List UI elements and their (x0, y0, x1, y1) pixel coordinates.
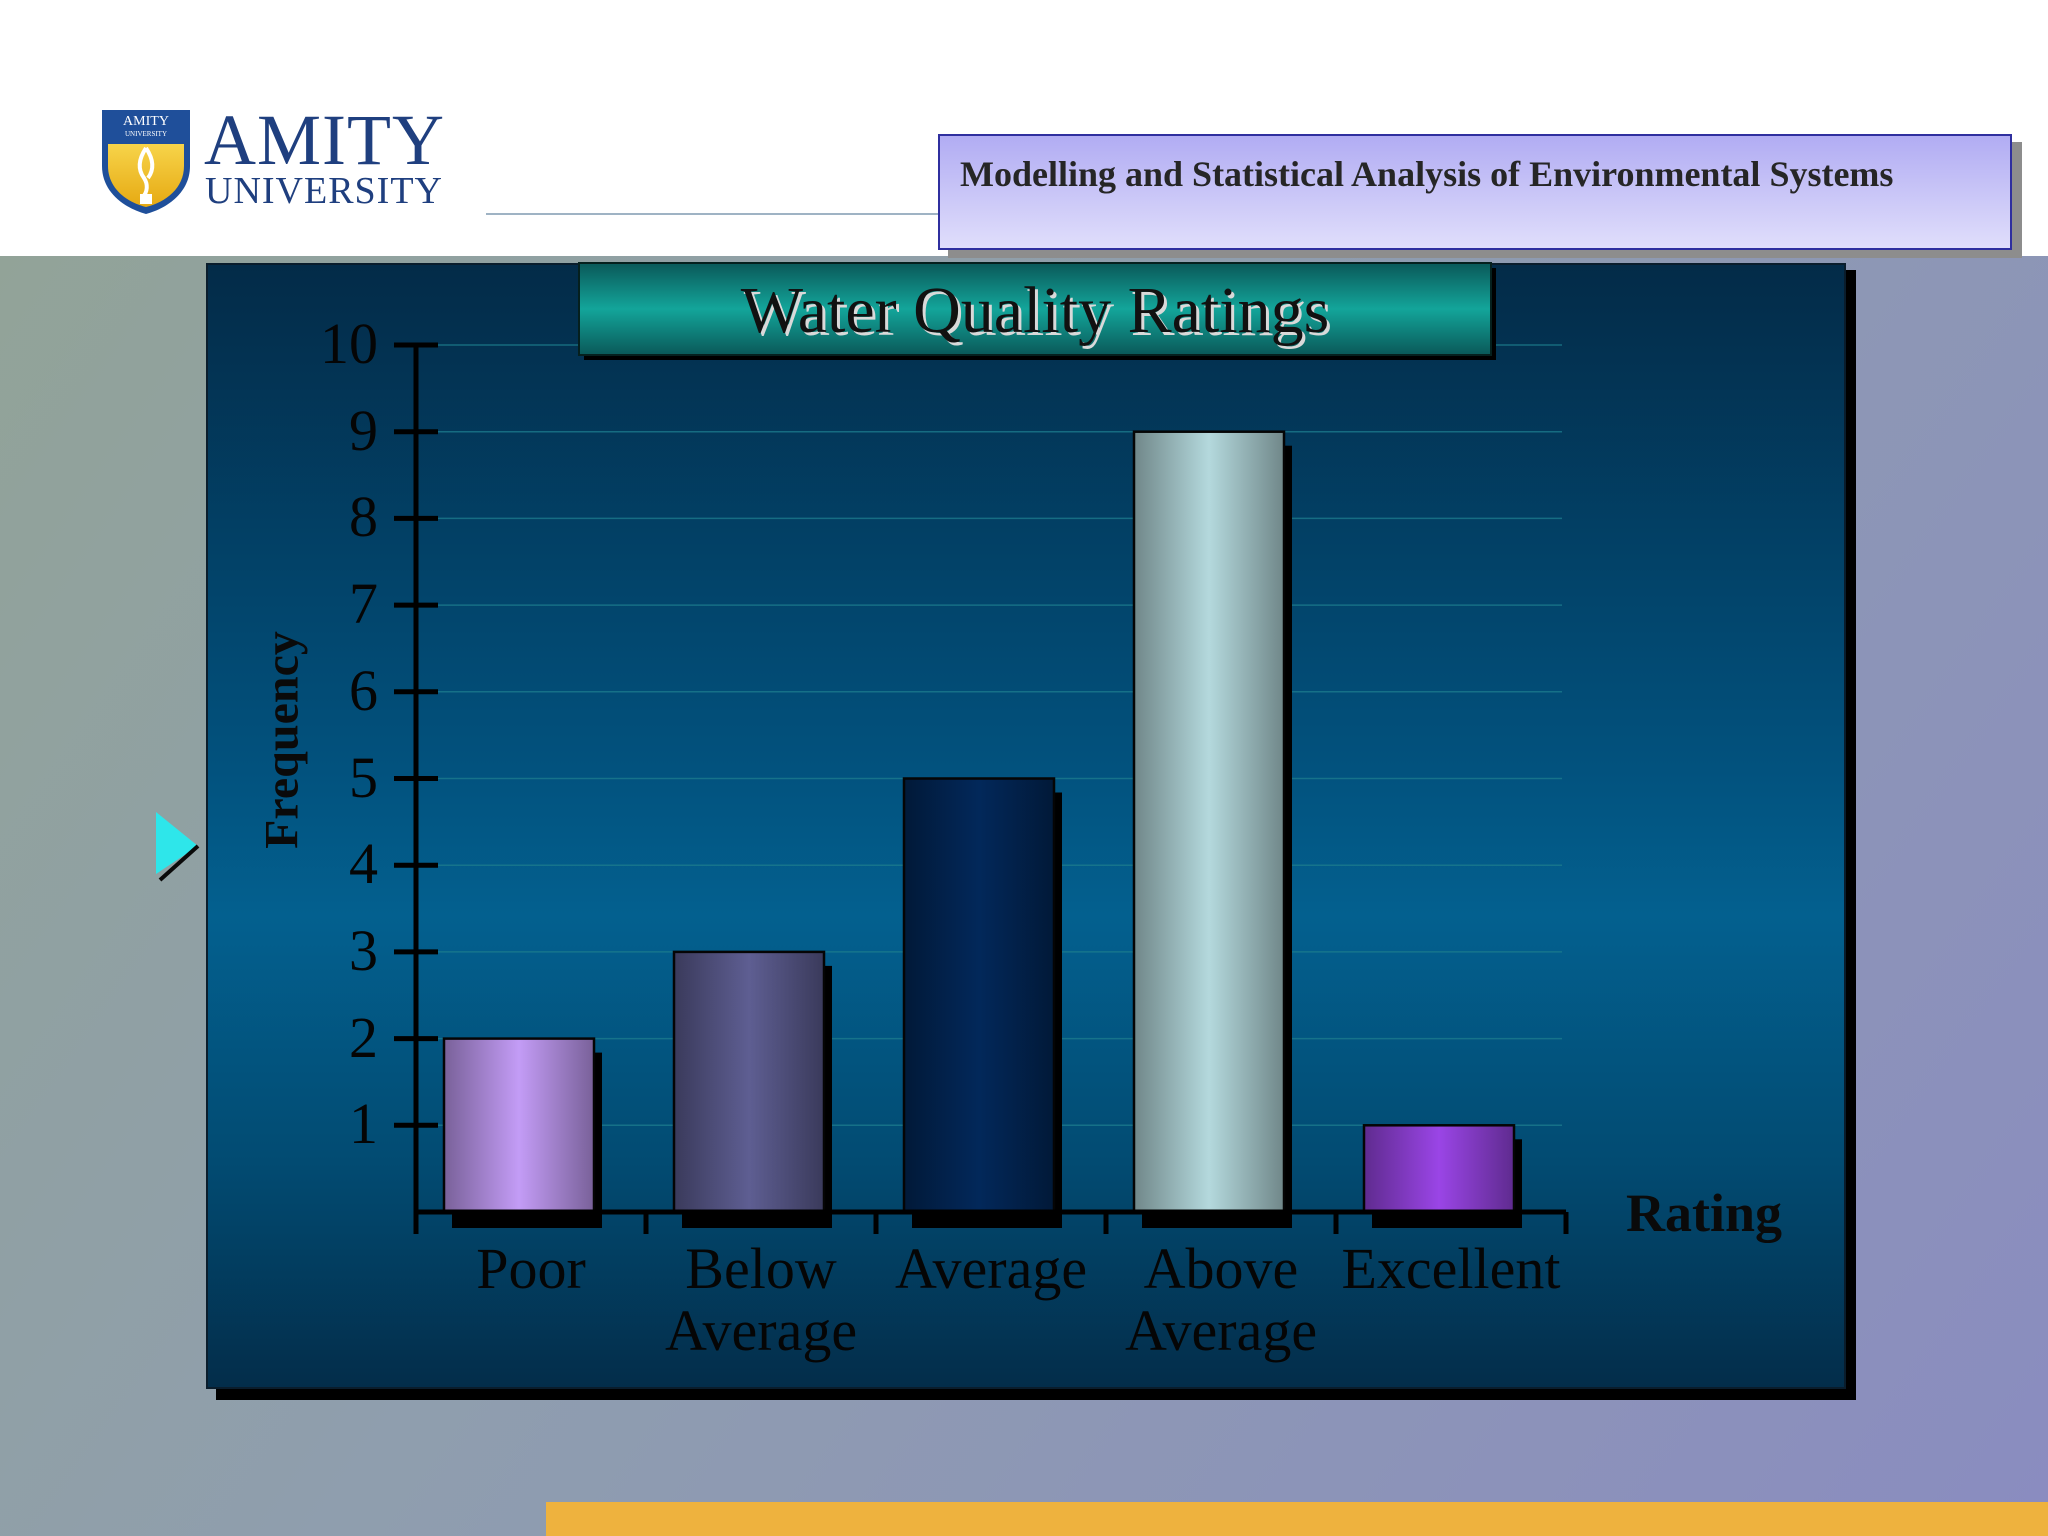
bar-average (902, 777, 1056, 1214)
svg-text:UNIVERSITY: UNIVERSITY (125, 130, 167, 138)
logo-text-university: UNIVERSITY (205, 170, 443, 212)
slide-header: AMITY UNIVERSITY AMITY UNIVERSITY Modell… (0, 0, 2048, 256)
y-tick-label: 1 (349, 1091, 378, 1157)
bar-below-average (672, 950, 826, 1214)
y-tick-label: 7 (349, 571, 378, 637)
y-tick-label: 8 (349, 484, 378, 550)
bar-poor (442, 1037, 596, 1214)
y-tick-label: 5 (349, 744, 378, 810)
x-tick-label: Below Average (664, 1236, 858, 1363)
shield-icon: AMITY UNIVERSITY (102, 110, 190, 214)
x-tick-label: Poor (476, 1236, 586, 1301)
y-tick-label: 2 (349, 1004, 378, 1070)
course-title-box: Modelling and Statistical Analysis of En… (938, 134, 2012, 250)
bullet-arrow-icon (156, 812, 200, 882)
y-tick-label: 6 (349, 657, 378, 723)
x-axis-label: Rating (1626, 1183, 1783, 1243)
amity-university-logo: AMITY UNIVERSITY AMITY UNIVERSITY (98, 104, 458, 218)
x-tick-label: Excellent (1341, 1236, 1561, 1301)
y-tick-label: 9 (349, 397, 378, 463)
y-tick-label: 4 (349, 831, 378, 897)
chart-title: Water Quality Ratings (740, 274, 1330, 347)
bottom-accent-band (546, 1502, 2048, 1536)
bar-above-average (1132, 430, 1286, 1214)
svg-text:AMITY: AMITY (123, 114, 169, 129)
header-divider (486, 213, 938, 215)
chart-title-box: Water Quality Ratings (578, 262, 1492, 356)
logo-text-amity: AMITY (204, 100, 445, 180)
y-tick-label: 10 (320, 311, 378, 376)
x-tick-label: Average (894, 1236, 1088, 1301)
y-tick-label: 3 (349, 917, 378, 983)
bar-excellent (1362, 1124, 1516, 1214)
x-tick-label: Above Average (1124, 1236, 1318, 1363)
course-title: Modelling and Statistical Analysis of En… (960, 154, 1894, 194)
